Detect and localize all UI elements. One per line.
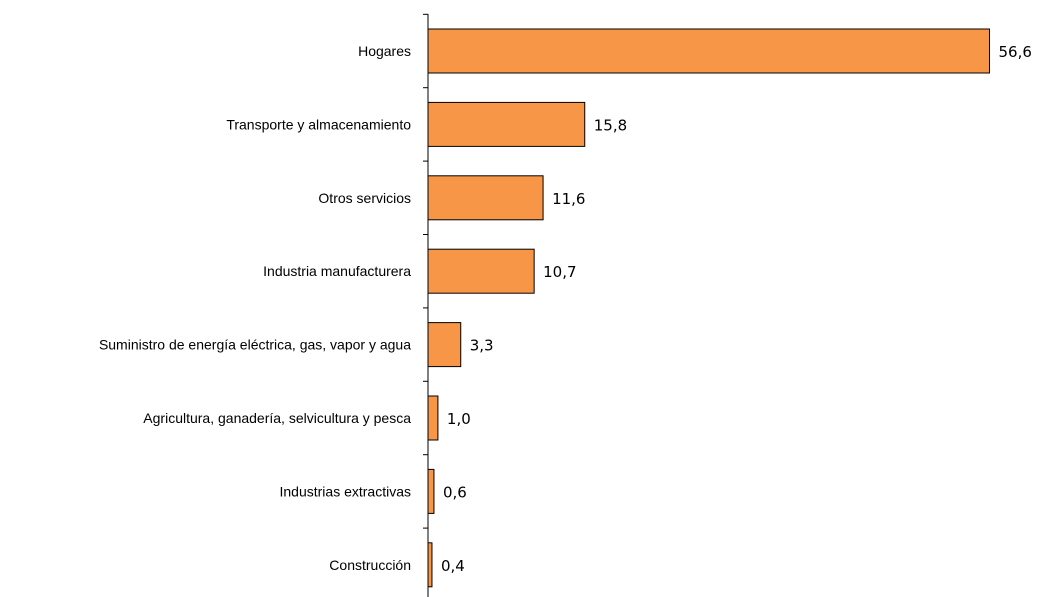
data-label: 0,6 bbox=[443, 483, 467, 501]
category-label: Suministro de energía eléctrica, gas, va… bbox=[99, 337, 411, 353]
data-label: 1,0 bbox=[447, 410, 471, 428]
bars-group bbox=[427, 28, 990, 588]
bar bbox=[427, 101, 586, 147]
data-label: 15,8 bbox=[594, 116, 627, 134]
data-label: 3,3 bbox=[470, 337, 494, 355]
category-label: Industrias extractivas bbox=[280, 483, 412, 499]
y-axis bbox=[423, 13, 429, 597]
bar bbox=[427, 468, 435, 514]
category-label: Hogares bbox=[358, 43, 411, 59]
bar bbox=[427, 395, 439, 441]
bar bbox=[427, 542, 433, 588]
data-label: 11,6 bbox=[552, 190, 585, 208]
category-label: Transporte y almacenamiento bbox=[226, 116, 411, 132]
data-label: 0,4 bbox=[441, 557, 465, 575]
category-label: Otros servicios bbox=[318, 190, 411, 206]
data-label: 10,7 bbox=[543, 263, 576, 281]
category-label: Construcción bbox=[329, 557, 411, 573]
category-label: Agricultura, ganadería, selvicultura y p… bbox=[143, 410, 411, 426]
bar bbox=[427, 248, 535, 294]
bar bbox=[427, 28, 990, 74]
category-label: Industria manufacturera bbox=[263, 263, 411, 279]
value-labels: 56,6 15,8 11,6 10,7 3,3 1,0 0,6 0,4 bbox=[441, 43, 1032, 575]
category-labels: Hogares Transporte y almacenamiento Otros … bbox=[99, 43, 411, 573]
bar bbox=[427, 175, 544, 221]
data-label: 56,6 bbox=[999, 43, 1032, 61]
bar bbox=[427, 322, 462, 368]
